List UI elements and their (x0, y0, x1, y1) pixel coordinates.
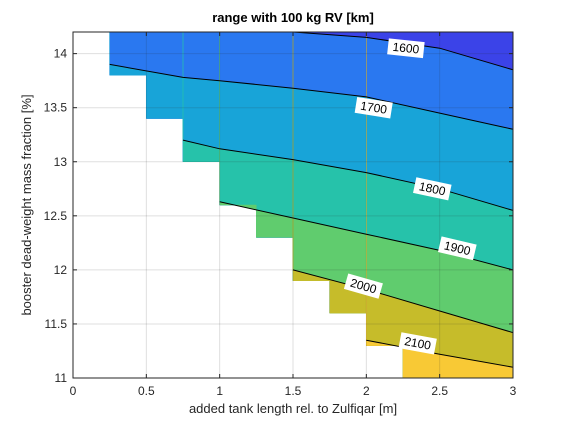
contour-label-text: 1700 (359, 99, 388, 117)
contour-line-2000 (292, 269, 513, 334)
y-tick-label: 11 (55, 371, 68, 385)
contour-label-2100: 2100 (398, 332, 437, 355)
contour-line-1600 (286, 32, 513, 71)
y-tick-label: 13 (54, 155, 68, 169)
contour-label-background (354, 96, 393, 119)
chart-title: range with 100 kg RV [km] (212, 10, 374, 25)
y-axis-label: booster dead-weight mass fraction [%] (19, 94, 34, 315)
contour-label-1900: 1900 (437, 236, 477, 261)
contour-line-1700 (109, 63, 513, 130)
x-tick-label: 2 (363, 384, 370, 398)
contour-label-background (437, 236, 477, 261)
y-tick-label: 11.5 (45, 317, 68, 331)
contour-line-1800 (182, 139, 513, 211)
contour-line-2100 (366, 339, 513, 368)
y-tick-label: 14 (54, 47, 68, 61)
x-tick-label: 1 (216, 384, 223, 398)
contour-labels: 1600 1700 1800 1900 2000 2100 (343, 38, 477, 355)
contour-label-background (413, 177, 452, 201)
y-tick-label: 13.5 (44, 101, 68, 115)
contour-label-background (398, 332, 437, 355)
contour-label-1800: 1800 (413, 177, 452, 201)
contour-label-2000: 2000 (343, 273, 383, 299)
contour-label-text: 2100 (403, 334, 432, 353)
contour-label-text: 1900 (443, 238, 472, 258)
x-tick-label: 2.5 (431, 384, 448, 398)
x-tick-label: 0.5 (138, 384, 155, 398)
contour-label-1600: 1600 (387, 38, 425, 59)
x-tick-label: 1.5 (285, 384, 302, 398)
y-tick-label: 12.5 (44, 209, 68, 223)
contour-label-text: 1600 (392, 40, 420, 57)
contour-label-background (387, 38, 425, 59)
x-tick-label: 0 (70, 384, 77, 398)
contour-label-text: 1800 (418, 179, 447, 198)
x-tick-label: 3 (510, 384, 517, 398)
y-tick-label: 12 (54, 263, 68, 277)
x-axis-label: added tank length rel. to Zulfiqar [m] (189, 401, 397, 416)
contour-label-1700: 1700 (354, 96, 393, 119)
contour-fills (109, 32, 513, 378)
contour-label-background (343, 273, 383, 299)
